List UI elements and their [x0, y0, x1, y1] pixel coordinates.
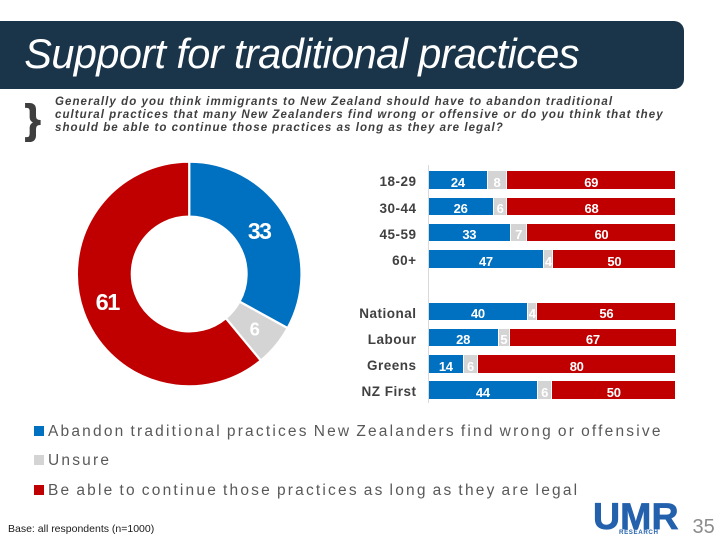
- svg-text:6: 6: [250, 319, 260, 340]
- svg-text:61: 61: [96, 289, 121, 315]
- svg-text:33: 33: [248, 218, 271, 244]
